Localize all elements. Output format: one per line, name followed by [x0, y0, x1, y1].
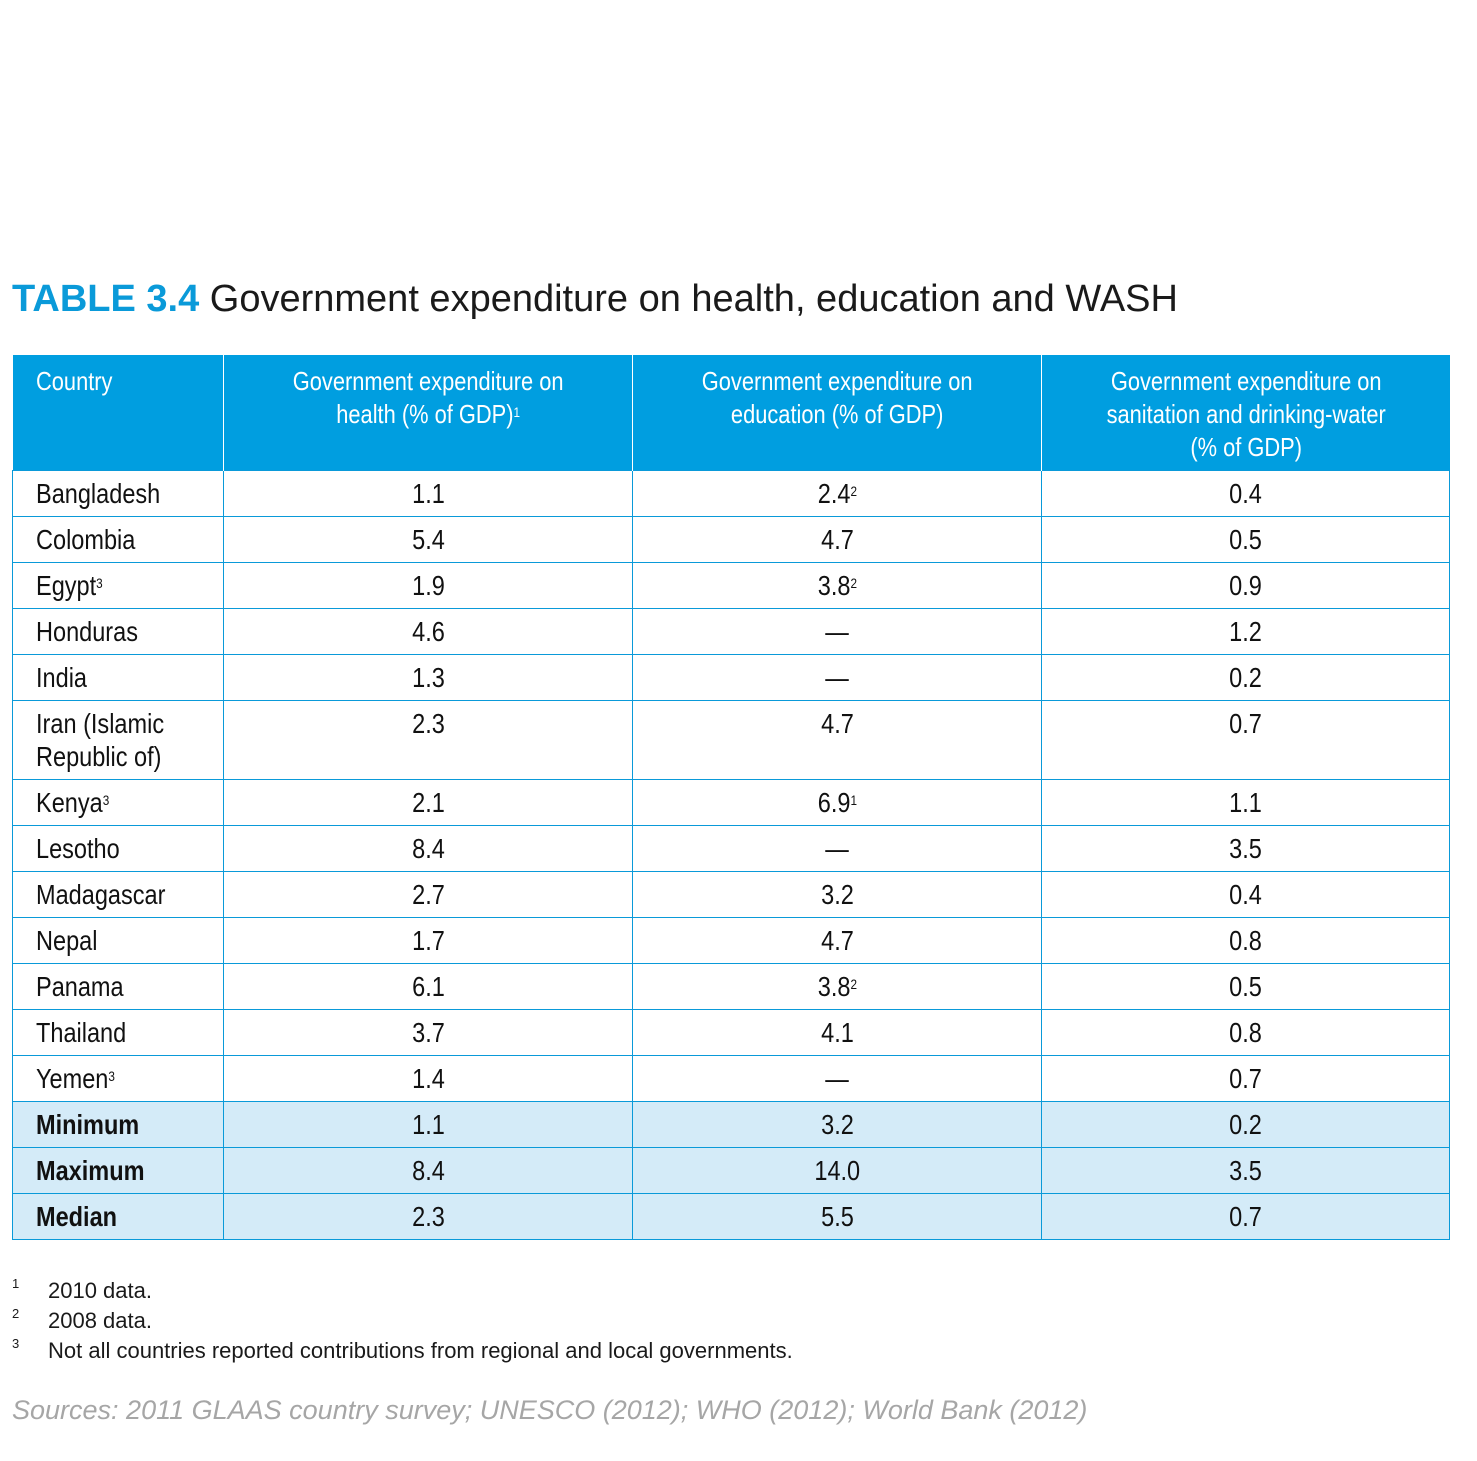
table-row: Yemen3 1.4—0.7 [12, 1055, 1450, 1102]
sanitation-cell: 1.1 [1041, 779, 1450, 826]
education-cell: 4.1 [632, 1009, 1042, 1056]
health-cell: 1.4 [223, 1055, 633, 1102]
table-row: Colombia 5.4 4.7 0.5 [12, 516, 1450, 563]
education-cell: 5.5 [632, 1193, 1042, 1240]
education-cell: 6.91 [632, 779, 1042, 826]
table-row: Iran (Islamic Republic of) 2.3 4.7 0.7 [12, 700, 1450, 780]
sanitation-cell: 0.7 [1041, 1055, 1450, 1102]
summary-label: Minimum [12, 1101, 224, 1148]
table-row: Bangladesh 1.1 2.42 0.4 [12, 470, 1450, 517]
country-cell: Madagascar [12, 871, 224, 918]
country-cell: Yemen3 [12, 1055, 224, 1102]
education-cell: 2.42 [632, 470, 1042, 517]
summary-label: Median [12, 1193, 224, 1240]
sanitation-cell: 0.2 [1041, 1101, 1450, 1148]
sanitation-cell: 0.2 [1041, 654, 1450, 701]
sanitation-cell: 0.7 [1041, 1193, 1450, 1240]
health-cell: 6.1 [223, 963, 633, 1010]
sanitation-cell: 0.9 [1041, 562, 1450, 609]
table-row: Thailand 3.7 4.1 0.8 [12, 1009, 1450, 1056]
country-cell: Lesotho [12, 825, 224, 872]
education-cell: — [632, 825, 1042, 872]
header-country: Country [12, 355, 224, 471]
health-cell: 1.7 [223, 917, 633, 964]
country-cell: Nepal [12, 917, 224, 964]
health-cell: 2.1 [223, 779, 633, 826]
sanitation-cell: 3.5 [1041, 825, 1450, 872]
health-cell: 1.1 [223, 470, 633, 517]
education-cell: 3.82 [632, 963, 1042, 1010]
education-cell: — [632, 654, 1042, 701]
country-cell: Honduras [12, 608, 224, 655]
country-cell: India [12, 654, 224, 701]
table-title: TABLE 3.4 Government expenditure on heal… [12, 278, 1178, 321]
country-cell: Bangladesh [12, 470, 224, 517]
health-cell: 4.6 [223, 608, 633, 655]
health-cell: 2.3 [223, 700, 633, 780]
summary-row: Minimum 1.1 3.2 0.2 [12, 1101, 1450, 1148]
country-cell: Panama [12, 963, 224, 1010]
summary-label: Maximum [12, 1147, 224, 1194]
education-cell: 3.2 [632, 871, 1042, 918]
sanitation-cell: 0.8 [1041, 1009, 1450, 1056]
header-sanitation: Government expenditure on sanitation and … [1041, 355, 1450, 471]
health-cell: 1.3 [223, 654, 633, 701]
education-cell: 4.7 [632, 516, 1042, 563]
health-cell: 8.4 [223, 825, 633, 872]
table-header-row: Country Government expenditure on health … [12, 355, 1450, 471]
country-cell: Thailand [12, 1009, 224, 1056]
sanitation-cell: 0.5 [1041, 516, 1450, 563]
health-cell: 2.7 [223, 871, 633, 918]
education-cell: 4.7 [632, 917, 1042, 964]
table-number: TABLE 3.4 [12, 278, 200, 320]
education-cell: 14.0 [632, 1147, 1042, 1194]
table-row: Madagascar 2.7 3.2 0.4 [12, 871, 1450, 918]
sanitation-cell: 1.2 [1041, 608, 1450, 655]
health-cell: 8.4 [223, 1147, 633, 1194]
summary-row: Maximum 8.4 14.0 3.5 [12, 1147, 1450, 1194]
sanitation-cell: 0.4 [1041, 871, 1450, 918]
table-row: Egypt3 1.9 3.82 0.9 [12, 562, 1450, 609]
table-row: Lesotho 8.4—3.5 [12, 825, 1450, 872]
sanitation-cell: 0.4 [1041, 470, 1450, 517]
table-row: Panama 6.1 3.82 0.5 [12, 963, 1450, 1010]
table-row: Honduras 4.6—1.2 [12, 608, 1450, 655]
summary-row: Median 2.3 5.5 0.7 [12, 1193, 1450, 1240]
header-health: Government expenditure on health (% of GD… [223, 355, 633, 471]
education-cell: 4.7 [632, 700, 1042, 780]
sanitation-cell: 0.5 [1041, 963, 1450, 1010]
country-cell: Iran (Islamic Republic of) [12, 700, 224, 780]
health-cell: 1.9 [223, 562, 633, 609]
health-cell: 1.1 [223, 1101, 633, 1148]
country-cell: Colombia [12, 516, 224, 563]
expenditure-table: Country Government expenditure on health … [12, 355, 1450, 1240]
sanitation-cell: 0.7 [1041, 700, 1450, 780]
health-cell: 2.3 [223, 1193, 633, 1240]
health-cell: 5.4 [223, 516, 633, 563]
table-row: Nepal 1.7 4.7 0.8 [12, 917, 1450, 964]
sanitation-cell: 3.5 [1041, 1147, 1450, 1194]
table-row: India 1.3—0.2 [12, 654, 1450, 701]
country-cell: Kenya3 [12, 779, 224, 826]
health-cell: 3.7 [223, 1009, 633, 1056]
table-row: Kenya3 2.1 6.91 1.1 [12, 779, 1450, 826]
education-cell: — [632, 1055, 1042, 1102]
sanitation-cell: 0.8 [1041, 917, 1450, 964]
education-cell: — [632, 608, 1042, 655]
header-education: Government expenditure on education (% of… [632, 355, 1042, 471]
education-cell: 3.82 [632, 562, 1042, 609]
sources-line: Sources: 2011 GLAAS country survey; UNES… [12, 1395, 1088, 1425]
education-cell: 3.2 [632, 1101, 1042, 1148]
table-body: Bangladesh 1.1 2.42 0.4 Colombia 5.4 4.7 0.5 Egy… [12, 470, 1450, 1240]
table-caption: Government expenditure on health, educat… [209, 278, 1178, 320]
country-cell: Egypt3 [12, 562, 224, 609]
